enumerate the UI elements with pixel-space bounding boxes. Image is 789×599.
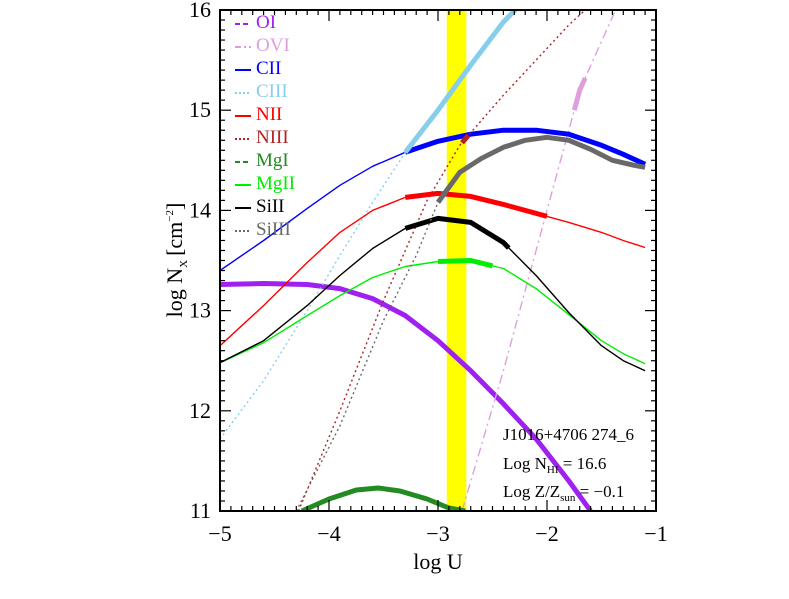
annotation-line-1: J1016+4706 274_6 (503, 425, 634, 444)
legend-label-niii: NIII (256, 127, 289, 148)
series-ovi-constrained (571, 76, 588, 111)
x-tick-label: −3 (426, 521, 449, 546)
series-layer (220, 10, 647, 511)
x-axis-label: log U (413, 549, 463, 574)
legend-label-mgii: MgII (256, 173, 295, 194)
x-tick-labels: −5 −4 −3 −2 −1 (208, 521, 667, 546)
legend-label-siii: SiII (256, 196, 285, 217)
legend-label-siiii: SiIII (256, 219, 291, 240)
series-oi-constrained (220, 281, 593, 511)
annotation: J1016+4706 274_6 Log NHI = 16.6 Log Z/Zs… (503, 425, 634, 504)
y-tick-label: 13 (189, 298, 211, 323)
series-niii-line (297, 10, 587, 511)
y-tick-label: 16 (189, 0, 211, 22)
series-ciii-line (220, 10, 517, 440)
tick-layer (219, 9, 657, 512)
annotation-line-3: Log Z/Zsun = −0.1 (503, 482, 624, 504)
legend-label-ovi: OVI (256, 35, 290, 56)
series-siii-constrained (404, 215, 511, 250)
series-siiii-constrained (435, 134, 646, 204)
y-axis-label: log NX[cm−2] (162, 203, 190, 318)
legend-label-nii: NII (256, 104, 282, 125)
legend-label-oi: OI (256, 12, 276, 33)
x-tick-label: −5 (208, 521, 231, 546)
y-tick-label: 11 (190, 498, 211, 523)
series-mgi-constrained (300, 485, 466, 511)
y-tick-label: 14 (189, 197, 211, 222)
legend-label-ciii: CIII (256, 81, 288, 102)
x-tick-label: −4 (317, 521, 340, 546)
legend-label-cii: CII (256, 58, 281, 79)
x-tick-label: −2 (535, 521, 558, 546)
y-tick-label: 15 (189, 97, 211, 122)
y-tick-label: 12 (189, 398, 211, 423)
annotation-line-2: Log NHI = 16.6 (503, 454, 606, 476)
y-tick-labels: 11 12 13 14 15 16 (189, 0, 211, 523)
series-ciii-constrained (403, 10, 519, 154)
x-tick-label: −1 (644, 521, 667, 546)
series-niii-constrained (460, 133, 471, 145)
series-cii-constrained (404, 127, 647, 167)
series-nii-constrained (404, 190, 548, 219)
legend-label-mgi: MgI (256, 150, 289, 171)
series-ovi-line (461, 10, 617, 511)
series-mgii-constrained (437, 258, 494, 269)
